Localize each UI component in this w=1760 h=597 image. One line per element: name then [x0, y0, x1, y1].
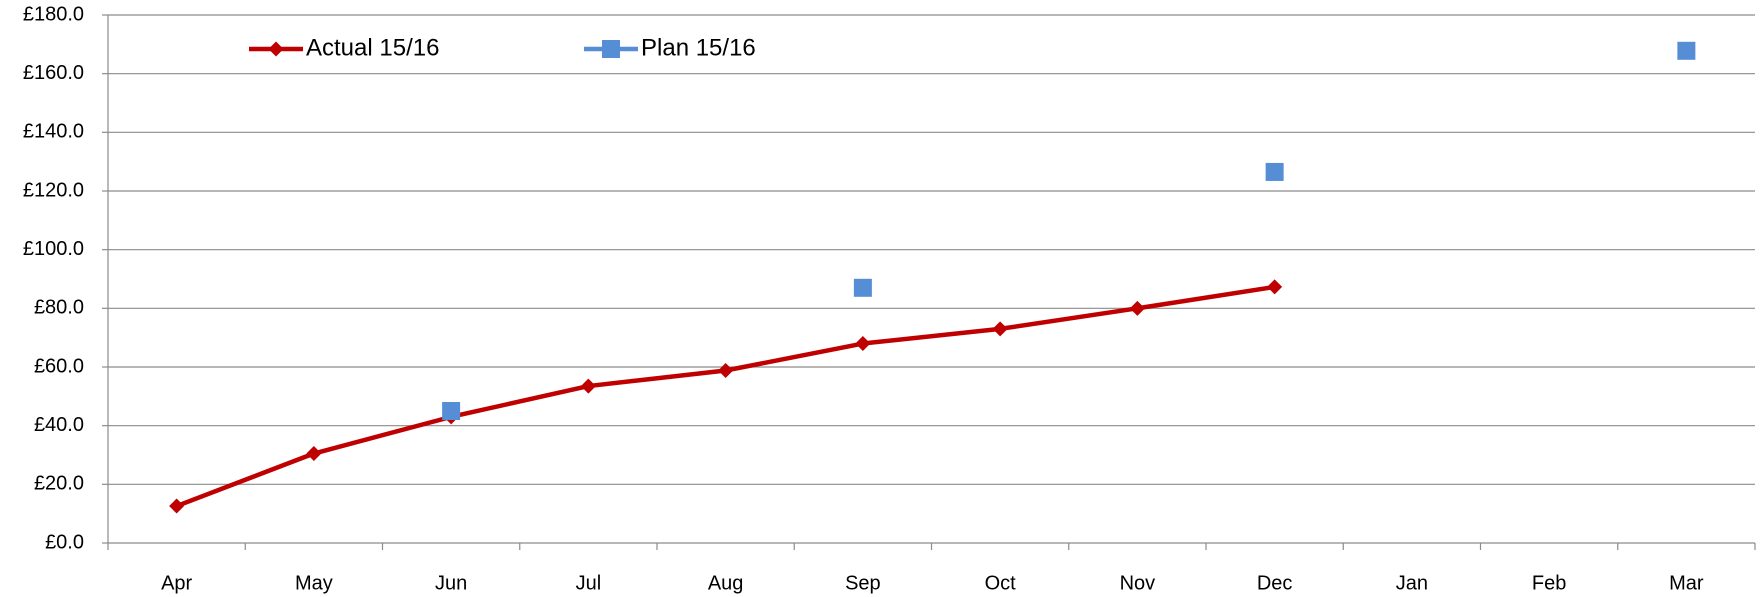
- x-tick-label: Dec: [1257, 572, 1293, 594]
- data-point: [442, 402, 461, 420]
- x-tick-label: Mar: [1669, 572, 1704, 594]
- data-point: [1677, 41, 1696, 60]
- legend-label: Plan 15/16: [641, 34, 756, 61]
- x-tick-label: Sep: [845, 572, 881, 594]
- legend-swatch-marker: [268, 41, 284, 57]
- x-tick-label: Feb: [1532, 572, 1566, 594]
- y-tick-label: £20.0: [34, 473, 84, 495]
- y-tick-label: £140.0: [23, 121, 84, 143]
- y-tick-label: £60.0: [34, 355, 84, 377]
- data-point: [1267, 279, 1283, 295]
- legend-label: Actual 15/16: [306, 34, 439, 61]
- x-tick-label: Jan: [1396, 572, 1428, 594]
- data-point: [853, 278, 872, 297]
- y-tick-label: £160.0: [23, 62, 84, 84]
- x-tick-label: Oct: [985, 572, 1017, 594]
- x-tick-label: Aug: [708, 572, 744, 594]
- data-point: [1129, 300, 1145, 316]
- data-point: [992, 321, 1008, 337]
- y-tick-label: £80.0: [34, 297, 84, 319]
- x-tick-label: Jul: [576, 572, 602, 594]
- data-point: [718, 363, 734, 379]
- y-tick-label: £100.0: [23, 238, 84, 260]
- data-point: [306, 446, 322, 462]
- y-tick-label: £0.0: [45, 531, 84, 553]
- x-tick-label: May: [295, 572, 333, 594]
- data-point: [1265, 162, 1284, 181]
- legend-swatch-marker: [602, 40, 620, 58]
- x-tick-label: Jun: [435, 572, 467, 594]
- x-tick-label: Apr: [161, 572, 192, 594]
- data-point: [580, 378, 596, 394]
- y-tick-label: £40.0: [34, 414, 84, 436]
- data-point: [855, 336, 871, 352]
- y-tick-label: £120.0: [23, 179, 84, 201]
- x-tick-label: Nov: [1120, 572, 1156, 594]
- data-point: [169, 498, 185, 514]
- series-line: [175, 284, 1275, 509]
- y-tick-label: £180.0: [23, 3, 84, 25]
